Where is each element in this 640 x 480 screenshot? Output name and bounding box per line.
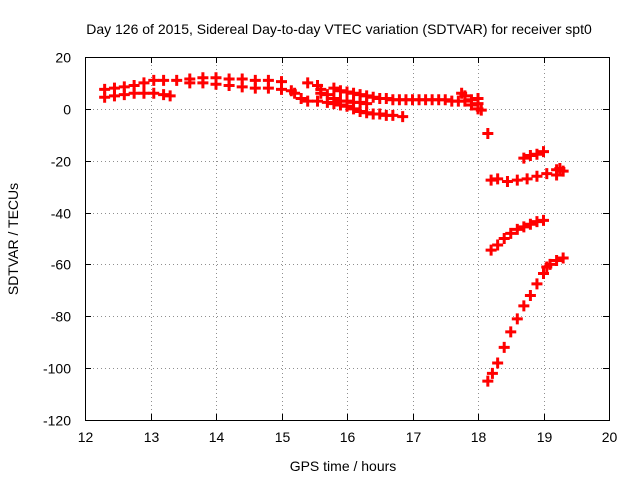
x-tick-label: 15 bbox=[275, 429, 291, 445]
data-point bbox=[223, 80, 235, 92]
x-tick-label: 19 bbox=[537, 429, 553, 445]
y-axis-title: SDTVAR / TECUs bbox=[5, 183, 21, 295]
y-tick-label: -60 bbox=[51, 257, 71, 273]
x-tick-label: 18 bbox=[471, 429, 487, 445]
data-series bbox=[99, 72, 569, 387]
data-point bbox=[531, 278, 543, 290]
data-point bbox=[518, 221, 530, 233]
data-point bbox=[511, 174, 523, 186]
data-point bbox=[138, 77, 150, 89]
x-axis-title: GPS time / hours bbox=[290, 458, 397, 474]
data-point bbox=[482, 375, 494, 387]
data-point bbox=[302, 77, 314, 89]
data-point bbox=[128, 80, 140, 92]
y-tick-label: 0 bbox=[63, 102, 71, 118]
data-point bbox=[541, 261, 553, 273]
data-point bbox=[551, 255, 563, 267]
data-point bbox=[531, 170, 543, 182]
data-point bbox=[361, 98, 373, 110]
data-point bbox=[295, 92, 307, 104]
data-point bbox=[171, 74, 183, 86]
tick-labels: 12 13 14 15 16 17 18 19 20 20 0 -20 -40 -60 -80 -100 -12… bbox=[43, 50, 618, 446]
data-point bbox=[538, 146, 549, 158]
data-point bbox=[475, 104, 487, 116]
data-point bbox=[492, 173, 504, 185]
data-point bbox=[538, 214, 549, 226]
data-point bbox=[538, 268, 549, 280]
x-tick-label: 17 bbox=[406, 429, 422, 445]
data-point bbox=[485, 244, 497, 256]
data-point bbox=[492, 239, 504, 251]
data-point bbox=[557, 165, 569, 177]
grid bbox=[85, 57, 609, 420]
y-tick-label: -20 bbox=[51, 154, 71, 170]
data-point bbox=[511, 223, 523, 235]
data-point bbox=[348, 103, 360, 115]
data-point bbox=[302, 95, 314, 107]
y-tick-label: -80 bbox=[51, 309, 71, 325]
data-point bbox=[524, 218, 536, 230]
data-point bbox=[498, 233, 510, 244]
axes bbox=[85, 57, 610, 421]
y-tick-label: -40 bbox=[51, 206, 71, 222]
x-tick-label: 20 bbox=[602, 429, 618, 445]
data-point bbox=[148, 74, 160, 86]
data-point bbox=[541, 168, 553, 180]
data-point bbox=[328, 82, 340, 94]
data-point bbox=[387, 109, 399, 121]
data-point bbox=[397, 111, 409, 123]
x-tick-label: 16 bbox=[340, 429, 356, 445]
data-point bbox=[557, 252, 569, 264]
x-tick-label: 12 bbox=[78, 429, 94, 445]
data-point bbox=[459, 90, 471, 102]
data-point bbox=[505, 227, 517, 239]
data-point bbox=[518, 152, 530, 164]
data-point bbox=[236, 81, 248, 93]
data-point bbox=[118, 81, 130, 93]
plot-frame bbox=[85, 57, 610, 421]
data-point bbox=[99, 83, 111, 95]
data-point bbox=[197, 77, 209, 89]
data-point bbox=[312, 95, 324, 107]
data-point bbox=[158, 74, 170, 86]
data-point bbox=[249, 82, 261, 94]
data-point bbox=[521, 173, 533, 185]
chart-title: Day 126 of 2015, Sidereal Day-to-day VTE… bbox=[86, 21, 592, 37]
data-point bbox=[482, 127, 494, 139]
data-point bbox=[511, 313, 523, 325]
data-point bbox=[505, 326, 517, 338]
data-point bbox=[138, 87, 150, 99]
data-point bbox=[531, 148, 543, 160]
data-point bbox=[289, 87, 301, 99]
data-point bbox=[148, 87, 160, 99]
data-point bbox=[210, 78, 222, 90]
data-point bbox=[551, 169, 563, 181]
data-point bbox=[518, 300, 530, 312]
data-point bbox=[164, 90, 176, 102]
data-point bbox=[492, 357, 504, 369]
data-point bbox=[108, 82, 120, 94]
data-point bbox=[498, 341, 510, 353]
data-point bbox=[184, 77, 196, 89]
data-point bbox=[486, 367, 498, 379]
y-tick-label: -120 bbox=[43, 413, 71, 429]
data-point bbox=[276, 83, 287, 95]
data-point bbox=[524, 290, 536, 302]
x-tick-label: 13 bbox=[144, 429, 160, 445]
data-point bbox=[341, 100, 353, 112]
y-tick-label: 20 bbox=[55, 50, 71, 66]
data-point bbox=[262, 82, 274, 94]
data-point bbox=[501, 175, 513, 187]
y-tick-label: -100 bbox=[43, 361, 71, 377]
x-tick-label: 14 bbox=[209, 429, 225, 445]
